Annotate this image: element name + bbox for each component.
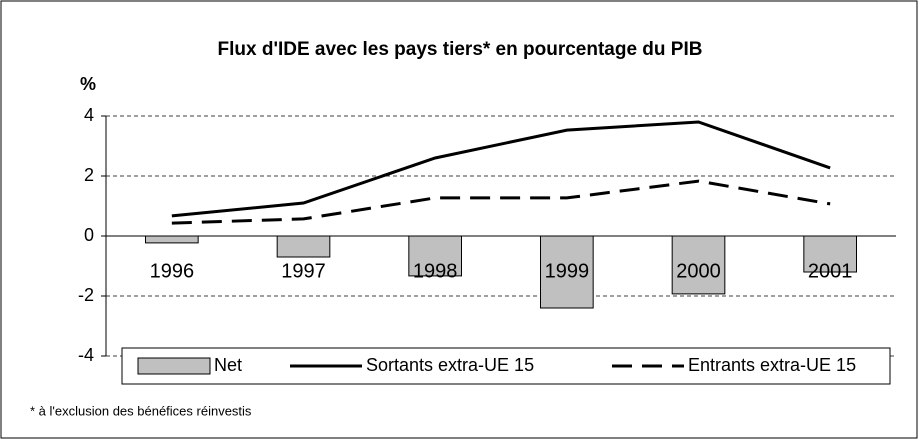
y-axis-label: % bbox=[80, 74, 96, 94]
line bbox=[171, 179, 831, 225]
line bbox=[171, 120, 831, 218]
legend-swatch bbox=[137, 357, 211, 375]
y-tick-label: 0 bbox=[84, 225, 94, 245]
bar bbox=[803, 235, 857, 273]
x-tick-label: 1999 bbox=[545, 260, 590, 282]
legend-label: Entrants extra-UE 15 bbox=[688, 355, 856, 375]
bar bbox=[540, 235, 594, 309]
x-tick-label: 1996 bbox=[150, 260, 195, 282]
bar bbox=[408, 235, 463, 277]
y-tick-label: -4 bbox=[78, 345, 94, 365]
y-tick-label: 2 bbox=[84, 165, 94, 185]
x-tick-label: 2001 bbox=[808, 260, 853, 282]
x-tick-label: 1997 bbox=[281, 260, 326, 282]
legend-label: Net bbox=[214, 355, 242, 375]
x-tick-label: 2000 bbox=[676, 260, 721, 282]
bar bbox=[671, 235, 726, 295]
legend-label: Sortants extra-UE 15 bbox=[366, 355, 534, 375]
y-tick-label: 4 bbox=[84, 105, 94, 125]
bar bbox=[145, 235, 199, 244]
bar bbox=[276, 235, 331, 258]
legend-box bbox=[121, 347, 891, 385]
footnote: * à l'exclusion des bénéfices réinvestis bbox=[30, 403, 252, 418]
y-tick-label: -2 bbox=[78, 285, 94, 305]
chart-title: Flux d'IDE avec les pays tiers* en pourc… bbox=[218, 39, 703, 60]
x-tick-label: 1998 bbox=[413, 260, 458, 282]
